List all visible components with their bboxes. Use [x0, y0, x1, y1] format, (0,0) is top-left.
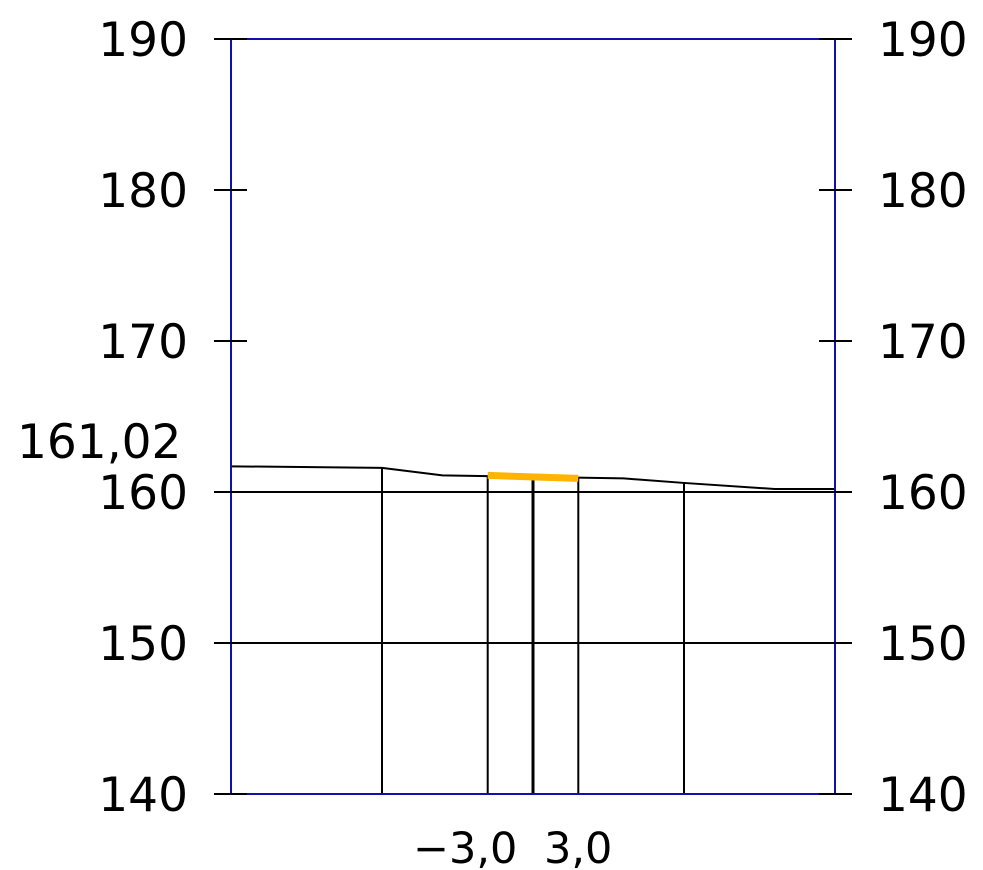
right-tick-label-160: 160 [878, 466, 968, 521]
road-layer [487, 471, 579, 482]
right-tick-label-170: 170 [878, 315, 968, 370]
left-tick-label-140: 140 [98, 768, 188, 823]
left-tick-label-180: 180 [98, 164, 188, 219]
right-tick-label-180: 180 [878, 164, 968, 219]
road-surface-line [487, 471, 579, 482]
terrain-profile-line [230, 465, 835, 490]
right-tick-label-140: 140 [878, 768, 968, 823]
left-tick-label-170: 170 [98, 315, 188, 370]
left-tick-label-160: 160 [98, 466, 188, 521]
vertical-lines-layer [381, 467, 685, 794]
terrain-profile-layer [230, 465, 835, 490]
frame-layer [230, 38, 836, 795]
ticks-layer: 190 190 180 180 170 170 160 160 150 150 140 140 [98, 13, 967, 823]
right-tick-label-150: 150 [878, 617, 968, 672]
x-label-right: 3,0 [544, 824, 612, 870]
left-tick-label-190: 190 [98, 13, 188, 68]
plot-frame [230, 38, 836, 795]
elevation-label: 161,02 [17, 415, 181, 470]
x-label-left: −3,0 [413, 824, 517, 870]
right-tick-label-190: 190 [878, 13, 968, 68]
left-tick-label-150: 150 [98, 617, 188, 672]
